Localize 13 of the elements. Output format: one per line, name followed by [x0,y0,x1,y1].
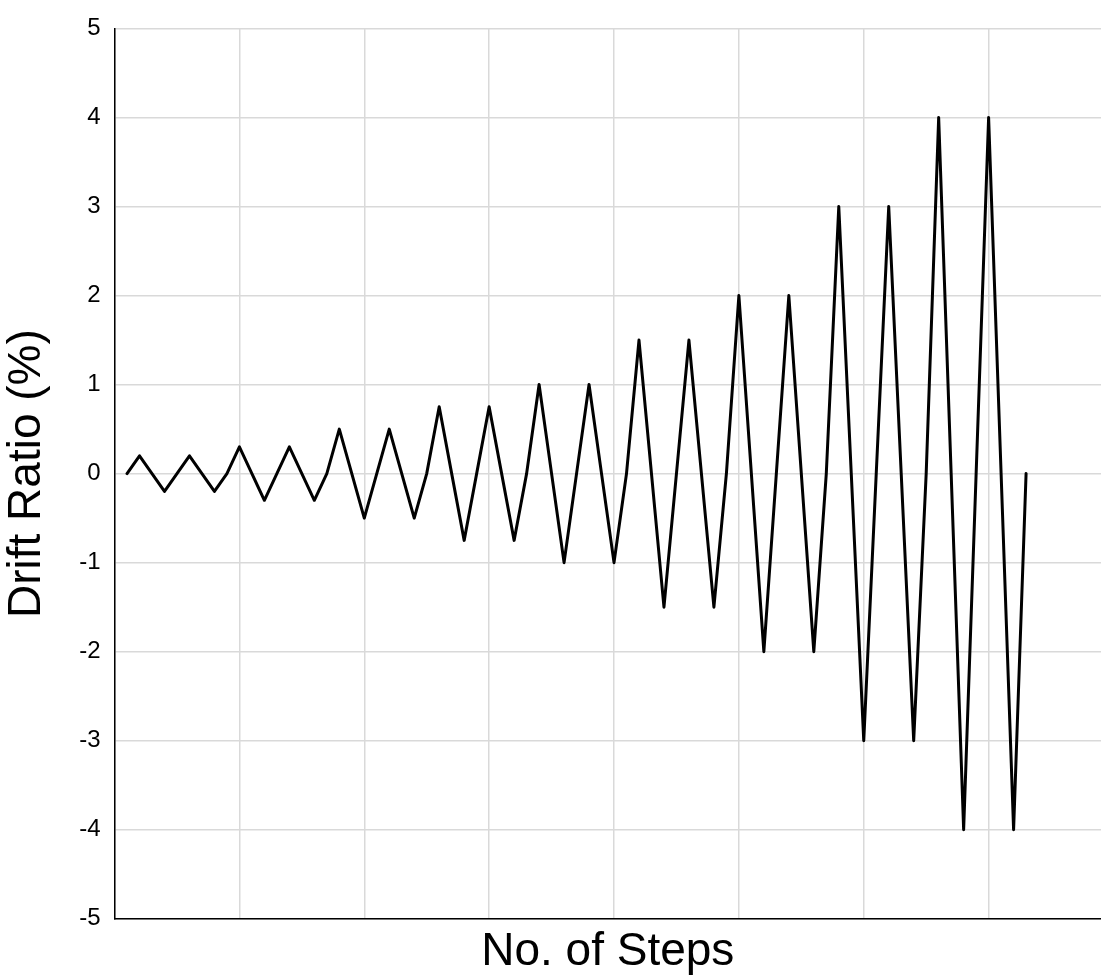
y-tick-label: -2 [79,636,101,664]
y-tick-label: 4 [87,102,101,130]
y-tick-label: -1 [79,547,101,575]
y-tick-label: 3 [87,191,101,219]
x-axis-title: No. of Steps [481,923,735,976]
y-tick-label: -3 [79,725,101,753]
y-tick-label: 1 [87,369,101,397]
y-tick-label: 2 [87,280,101,308]
y-tick-label: 0 [87,458,101,486]
y-tick-label: -5 [79,903,101,931]
y-tick-label: -4 [79,814,101,842]
y-axis-title: Drift Ratio (%) [0,329,51,619]
y-tick-label: 5 [87,13,101,41]
